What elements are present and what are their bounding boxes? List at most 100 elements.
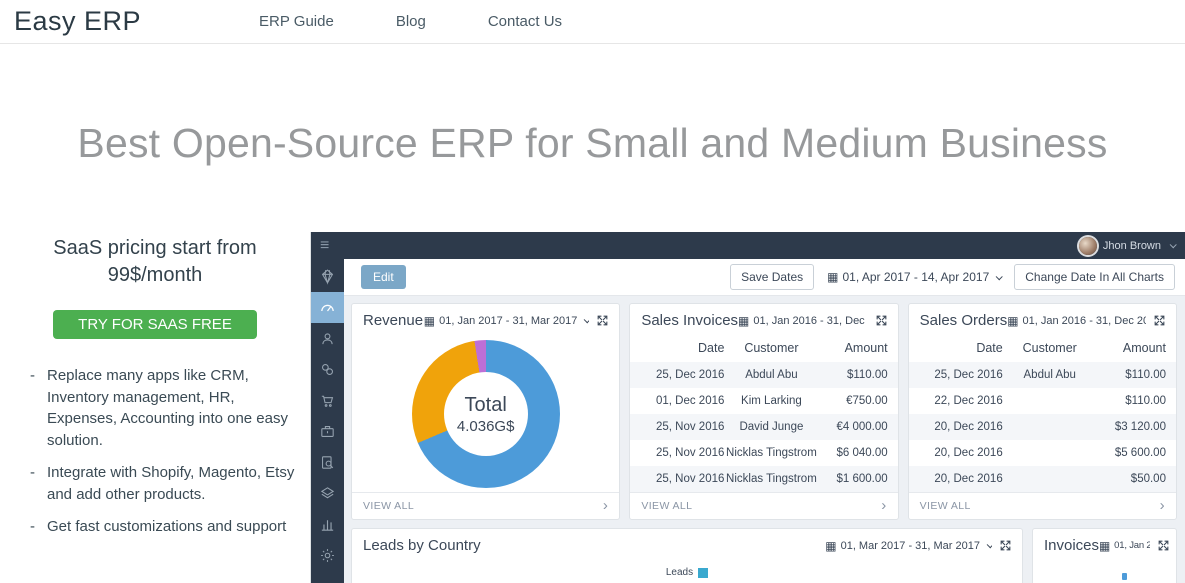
panel-title: Leads by Country: [363, 537, 481, 554]
col-amount: Amount: [1122, 341, 1166, 355]
try-saas-free-button[interactable]: TRY FOR SAAS FREE: [53, 310, 257, 339]
invoice-row[interactable]: 25, Nov 2016 Nicklas Tingstrom $1 600.00: [630, 466, 898, 492]
sidebar-item-briefcase[interactable]: [311, 416, 344, 447]
cell-amount: $50.00: [1130, 473, 1166, 485]
sales-orders-view-all[interactable]: VIEW ALL ›: [908, 492, 1176, 519]
main-content: SaaS pricing start from 99$/month TRY FO…: [0, 232, 1185, 583]
sidebar-item-analytics[interactable]: [311, 509, 344, 540]
bar-chart-icon: [321, 520, 334, 531]
revenue-date-range[interactable]: ▦ 01, Jan 2017 - 31, Mar 2017: [424, 315, 590, 327]
cell-date: 25, Dec 2016: [655, 369, 725, 381]
revenue-view-all[interactable]: VIEW ALL ›: [352, 492, 620, 519]
list-item: - Get fast customizations and support: [30, 516, 296, 538]
sales-orders-date-range[interactable]: ▦ 01, Jan 2016 - 31, Dec 2016: [1007, 315, 1146, 327]
expand-icon[interactable]: [875, 314, 888, 327]
feature-text: Replace many apps like CRM, Inventory ma…: [47, 367, 288, 449]
expand-icon[interactable]: [1153, 314, 1166, 327]
panel-title: Sales Invoices: [641, 312, 739, 329]
erp-dashboard: ≡ Jhon Brown: [310, 232, 1185, 583]
cell-date: 25, Nov 2016: [655, 447, 725, 459]
global-date-range-picker[interactable]: ▦ 01, Apr 2017 - 14, Apr 2017: [827, 270, 1003, 284]
bullet-dash: -: [30, 464, 35, 481]
panel-title: Invoices: [1044, 537, 1100, 554]
sidebar-item-gem[interactable]: [311, 261, 344, 292]
pricing-heading: SaaS pricing start from 99$/month: [53, 237, 257, 286]
cell-customer: Abdul Abu: [1023, 369, 1076, 381]
hamburger-menu-icon[interactable]: ≡: [320, 236, 330, 254]
order-row[interactable]: 25, Dec 2016 Abdul Abu $110.00: [908, 362, 1176, 388]
leads-by-country-panel: Leads by Country ▦ 01, Mar 2017 - 31, Ma…: [351, 528, 1023, 583]
feature-text: Integrate with Shopify, Magento, Etsy an…: [47, 464, 295, 503]
table-header-row: Date Customer Amount: [630, 336, 897, 362]
chevron-right-icon: ›: [1159, 497, 1165, 514]
logo[interactable]: Easy ERP: [14, 6, 142, 36]
order-row[interactable]: 20, Dec 2016 $50.00: [908, 466, 1176, 492]
dashboard-sidebar: [311, 259, 344, 583]
settings-gear-icon: [321, 549, 334, 562]
chevron-down-icon: [995, 272, 1003, 280]
nav-link-contact-us[interactable]: Contact Us: [487, 13, 563, 30]
cell-customer: [1003, 473, 1097, 485]
cell-customer: [1003, 421, 1097, 433]
donut-center-label: Total: [464, 393, 507, 416]
user-name: Jhon Brown: [1102, 239, 1161, 252]
dashboard-topbar: ≡ Jhon Brown: [311, 232, 1185, 259]
sidebar-item-settings[interactable]: [311, 540, 344, 571]
nav-link-erp-guide[interactable]: ERP Guide: [259, 13, 334, 30]
sales-invoices-view-all[interactable]: VIEW ALL ›: [630, 492, 898, 519]
cell-customer: [1003, 447, 1097, 459]
cell-amount: $3 120.00: [1114, 421, 1166, 433]
cell-customer: Kim Larking: [741, 395, 802, 407]
sidebar-item-links[interactable]: [311, 354, 344, 385]
invoices-date-range[interactable]: ▦ 01, Jan 2017 - 31, Mar 2017: [1099, 540, 1150, 552]
nav-link-blog[interactable]: Blog: [395, 13, 426, 30]
cell-amount: €4 000.00: [836, 421, 888, 433]
col-amount: Amount: [844, 341, 888, 355]
cell-date: 25, Nov 2016: [655, 473, 725, 485]
chevron-right-icon: ›: [881, 497, 887, 514]
sidebar-item-dashboard[interactable]: [311, 292, 344, 323]
sidebar-item-orders[interactable]: [311, 385, 344, 416]
cell-date: 25, Nov 2016: [655, 421, 725, 433]
invoice-row[interactable]: 25, Nov 2016 David Junge €4 000.00: [630, 414, 898, 440]
gem-icon: [321, 269, 334, 285]
chevron-down-icon: [986, 541, 992, 549]
links-icon: [322, 364, 333, 375]
sales-invoices-date-range[interactable]: ▦ 01, Jan 2016 - 31, Dec 2016: [738, 315, 868, 327]
calendar-icon: ▦: [738, 314, 750, 327]
date-range-text: 01, Jan 2016 - 31, Dec 2016: [1022, 314, 1146, 327]
order-row[interactable]: 22, Dec 2016 $110.00: [909, 388, 1176, 414]
save-dates-button[interactable]: Save Dates: [730, 264, 815, 290]
cell-amount: $5 600.00: [1114, 447, 1166, 459]
feature-text: Get fast customizations and support: [47, 518, 287, 535]
date-range-text: 01, Jan 2017 - 31, Mar 2017: [439, 314, 578, 327]
sales-orders-panel: Sales Orders ▦ 01, Jan 2016 - 31, Dec 20…: [907, 303, 1177, 520]
leads-legend-swatch: [698, 567, 709, 578]
cell-amount: $110.00: [846, 369, 888, 381]
invoices-panel: Invoices ▦ 01, Jan 2017 - 31, Mar 2017: [1032, 528, 1177, 583]
invoice-row[interactable]: 25, Dec 2016 Abdul Abu $110.00: [630, 362, 898, 388]
view-all-label: VIEW ALL: [363, 500, 415, 512]
sidebar-item-contacts[interactable]: [311, 323, 344, 354]
expand-icon[interactable]: [999, 539, 1012, 552]
order-row[interactable]: 20, Dec 2016 $3 120.00: [908, 414, 1176, 440]
leads-chart-legend: Leads: [352, 567, 1022, 578]
expand-icon[interactable]: [596, 314, 609, 327]
date-range-text: 01, Mar 2017 - 31, Mar 2017: [840, 539, 980, 552]
cart-icon: [321, 395, 334, 407]
invoice-row[interactable]: 01, Dec 2016 Kim Larking €750.00: [630, 388, 897, 414]
date-range-text: 01, Jan 2017 - 31, Mar 2017: [1114, 540, 1150, 551]
leads-date-range[interactable]: ▦ 01, Mar 2017 - 31, Mar 2017: [825, 540, 992, 552]
invoice-row[interactable]: 25, Nov 2016 Nicklas Tingstrom $6 040.00: [630, 440, 897, 466]
edit-button[interactable]: Edit: [361, 265, 406, 289]
dashboard-content: Revenue ▦ 01, Jan 2017 - 31, Mar 2017: [344, 296, 1185, 583]
user-menu[interactable]: Jhon Brown: [1078, 236, 1177, 255]
order-row[interactable]: 20, Dec 2016 $5 600.00: [909, 440, 1176, 466]
expand-icon[interactable]: [1157, 539, 1170, 552]
cell-customer: Nicklas Tingstrom: [726, 447, 817, 459]
cell-amount: €750.00: [846, 395, 888, 407]
sidebar-item-reports[interactable]: [311, 447, 344, 478]
change-date-all-charts-button[interactable]: Change Date In All Charts: [1014, 264, 1175, 290]
sidebar-item-products[interactable]: [311, 478, 344, 509]
revenue-donut-chart: Total 4.036G$: [411, 340, 560, 488]
